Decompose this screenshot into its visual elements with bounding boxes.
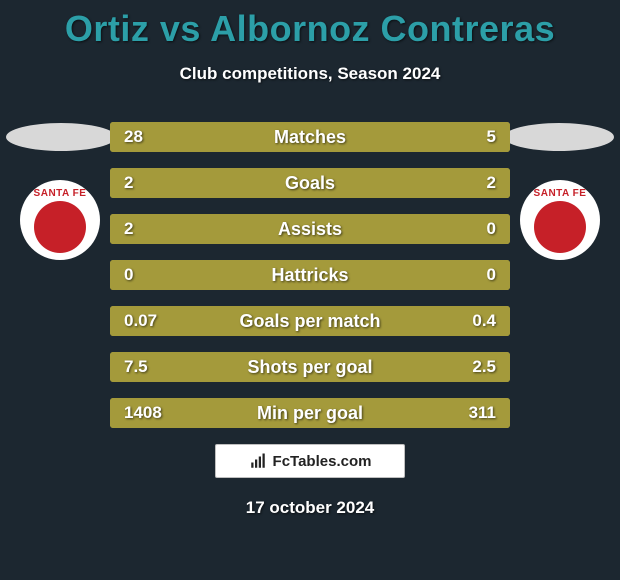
club-badge-right: SANTA FE — [520, 180, 600, 260]
player-left-silhouette — [6, 123, 116, 151]
stat-value-left: 2 — [110, 214, 147, 244]
stats-bars: 285Matches22Goals20Assists00Hattricks0.0… — [110, 122, 510, 444]
stat-row: 00Hattricks — [110, 260, 510, 290]
date-text: 17 october 2024 — [0, 498, 620, 518]
club-badge-left-circle — [34, 201, 86, 253]
subtitle: Club competitions, Season 2024 — [0, 64, 620, 84]
chart-icon — [249, 452, 267, 470]
stat-value-left: 0 — [110, 260, 147, 290]
stat-row: 285Matches — [110, 122, 510, 152]
stat-value-left: 7.5 — [110, 352, 162, 382]
stat-value-right: 0 — [473, 214, 510, 244]
stat-bar-left — [110, 122, 449, 152]
footer-brand-badge[interactable]: FcTables.com — [215, 444, 405, 478]
club-badge-left-label: SANTA FE — [20, 180, 100, 199]
stat-row: 1408311Min per goal — [110, 398, 510, 428]
stat-value-left: 28 — [110, 122, 157, 152]
stat-row: 20Assists — [110, 214, 510, 244]
stat-value-left: 2 — [110, 168, 147, 198]
player-right-silhouette — [504, 123, 614, 151]
stat-value-left: 1408 — [110, 398, 176, 428]
stat-value-right: 0.4 — [458, 306, 510, 336]
club-badge-right-label: SANTA FE — [520, 180, 600, 199]
stat-row: 7.52.5Shots per goal — [110, 352, 510, 382]
page-title: Ortiz vs Albornoz Contreras — [0, 0, 620, 50]
stat-row: 0.070.4Goals per match — [110, 306, 510, 336]
stat-row: 22Goals — [110, 168, 510, 198]
club-badge-right-circle — [534, 201, 586, 253]
club-badge-left: SANTA FE — [20, 180, 100, 260]
stat-bar-left — [110, 214, 494, 244]
stat-value-right: 0 — [473, 260, 510, 290]
stat-value-right: 5 — [473, 122, 510, 152]
stat-value-right: 2.5 — [458, 352, 510, 382]
footer-brand-text: FcTables.com — [273, 453, 372, 470]
stat-value-right: 2 — [473, 168, 510, 198]
stat-value-left: 0.07 — [110, 306, 171, 336]
stat-value-right: 311 — [455, 398, 510, 428]
